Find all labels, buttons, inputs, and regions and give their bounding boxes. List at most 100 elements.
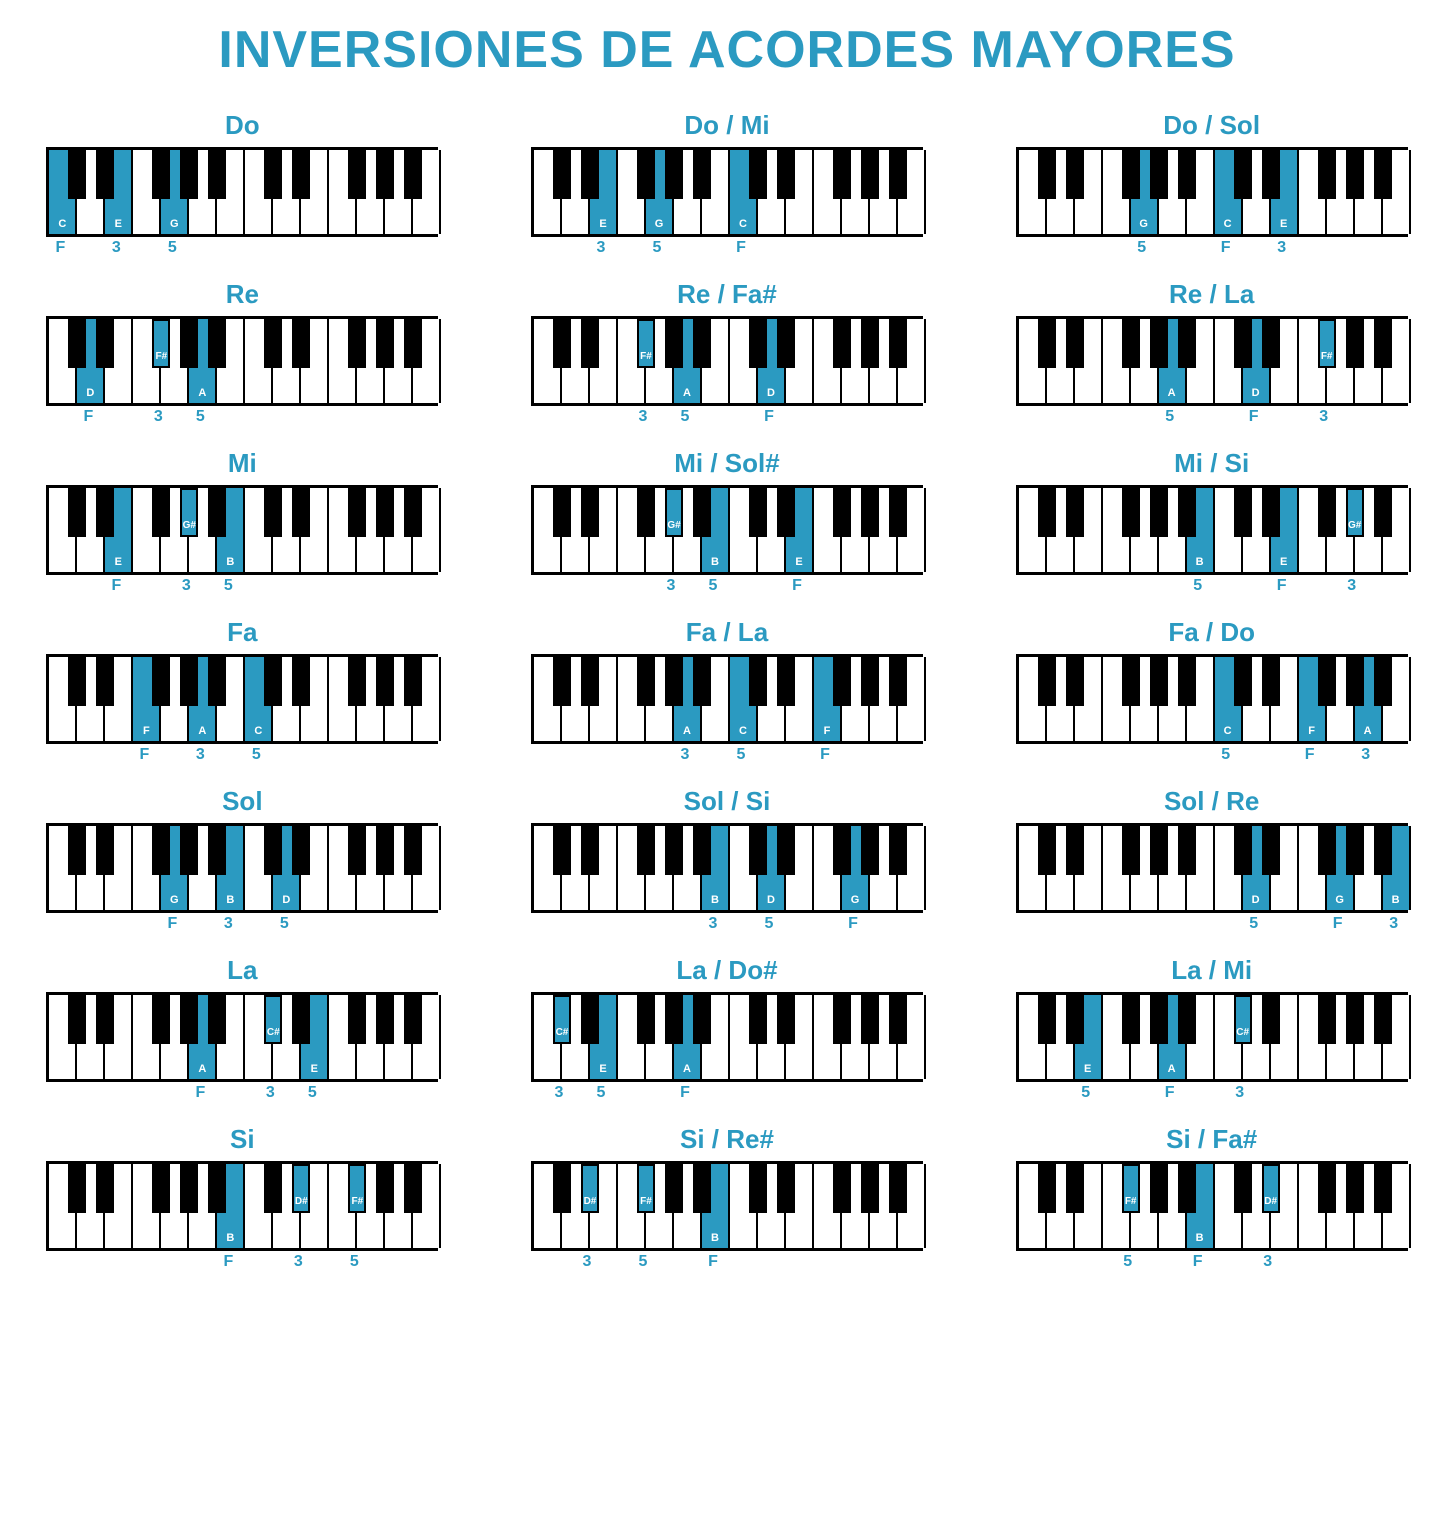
note-label: G — [842, 894, 868, 906]
chord-label: La / Mi — [1171, 955, 1252, 986]
interval-label: 3 — [224, 915, 233, 933]
black-key — [1178, 150, 1196, 199]
note-label: G — [646, 218, 672, 230]
black-key — [581, 319, 599, 368]
interval-label: F — [55, 239, 65, 257]
note-label: E — [105, 218, 131, 230]
black-key — [180, 150, 198, 199]
note-label: F# — [1320, 351, 1334, 362]
interval-row: F35 — [46, 915, 438, 937]
interval-row: F35 — [46, 1084, 438, 1106]
chord-label: Re — [226, 279, 259, 310]
note-label: D — [758, 894, 784, 906]
interval-label: 5 — [1165, 408, 1174, 426]
interval-label: 5 — [1123, 1253, 1132, 1271]
black-key — [180, 319, 198, 368]
chord-cell: Re / Fa#ADF#35F — [531, 279, 923, 430]
black-key — [553, 826, 571, 875]
keyboard: BD#F# — [531, 1161, 923, 1251]
black-key — [1346, 826, 1364, 875]
interval-label: F — [83, 408, 93, 426]
interval-label: 3 — [112, 239, 121, 257]
black-key — [1318, 657, 1336, 706]
chord-label: Si / Fa# — [1166, 1124, 1257, 1155]
black-key: D# — [581, 1164, 599, 1213]
interval-label: 5 — [1249, 915, 1258, 933]
black-key — [833, 319, 851, 368]
black-key — [404, 1164, 422, 1213]
black-key — [581, 657, 599, 706]
black-key — [861, 488, 879, 537]
black-key — [637, 826, 655, 875]
black-key — [1122, 995, 1140, 1044]
black-key — [1374, 319, 1392, 368]
note-label: F# — [639, 1196, 653, 1207]
interval-label: 3 — [1347, 577, 1356, 595]
black-key — [376, 826, 394, 875]
black-key — [96, 995, 114, 1044]
chord-cell: Sol / ReDGB5F3 — [1016, 786, 1408, 937]
chord-label: Do — [225, 110, 260, 141]
note-label: G# — [1348, 520, 1362, 531]
interval-row: 5F3 — [1016, 915, 1408, 937]
black-key — [68, 150, 86, 199]
interval-label: 3 — [1263, 1253, 1272, 1271]
chord-grid: DoCEGF35Do / MiEGC35FDo / SolGCE5F3ReDAF… — [20, 110, 1434, 1275]
keyboard: BEG# — [531, 485, 923, 575]
interval-label: F — [736, 239, 746, 257]
black-key — [665, 826, 683, 875]
black-key — [861, 1164, 879, 1213]
black-key — [1346, 657, 1364, 706]
black-key — [152, 657, 170, 706]
note-label: C — [49, 218, 75, 230]
black-key — [1178, 657, 1196, 706]
chord-cell: Mi / Sol#BEG#35F — [531, 448, 923, 599]
black-key — [376, 319, 394, 368]
black-key: C# — [1234, 995, 1252, 1044]
note-label: B — [702, 556, 728, 568]
keyboard: ADF# — [1016, 316, 1408, 406]
black-key — [833, 826, 851, 875]
interval-label: 5 — [765, 915, 774, 933]
note-label: C — [730, 725, 756, 737]
note-label: D# — [294, 1196, 308, 1207]
black-key — [693, 1164, 711, 1213]
black-key — [1374, 657, 1392, 706]
chord-label: Si — [230, 1124, 255, 1155]
black-key — [553, 150, 571, 199]
note-label: B — [217, 1232, 243, 1244]
note-label: E — [1075, 1063, 1101, 1075]
black-key — [553, 488, 571, 537]
keyboard: EGC — [531, 147, 923, 237]
interval-label: F — [1221, 239, 1231, 257]
note-label: E — [1271, 556, 1297, 568]
black-key — [404, 488, 422, 537]
black-key — [1150, 995, 1168, 1044]
interval-label: F — [1305, 746, 1315, 764]
black-key — [152, 150, 170, 199]
black-key — [833, 150, 851, 199]
black-key — [1178, 995, 1196, 1044]
note-label: D — [1243, 387, 1269, 399]
page-title: INVERSIONES DE ACORDES MAYORES — [20, 20, 1434, 80]
black-key — [264, 826, 282, 875]
black-key — [1066, 657, 1084, 706]
chord-cell: Si / Fa#BF#D#5F3 — [1016, 1124, 1408, 1275]
black-key — [208, 826, 226, 875]
black-key — [1262, 488, 1280, 537]
note-label: E — [301, 1063, 327, 1075]
black-key — [833, 657, 851, 706]
interval-label: 3 — [266, 1084, 275, 1102]
interval-label: 3 — [1277, 239, 1286, 257]
note-label: F — [814, 725, 840, 737]
black-key — [777, 826, 795, 875]
black-key — [1066, 1164, 1084, 1213]
black-key — [180, 826, 198, 875]
black-key — [152, 826, 170, 875]
keyboard: BEG# — [1016, 485, 1408, 575]
black-key: G# — [180, 488, 198, 537]
black-key — [861, 150, 879, 199]
chord-label: Do / Sol — [1163, 110, 1260, 141]
note-label: A — [1159, 1063, 1185, 1075]
note-label: F# — [639, 351, 653, 362]
